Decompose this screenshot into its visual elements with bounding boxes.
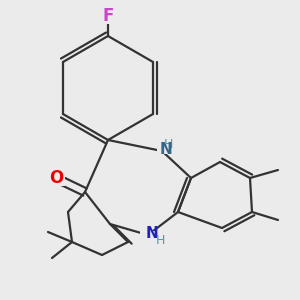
Text: F: F [102, 7, 114, 25]
FancyBboxPatch shape [100, 8, 116, 24]
FancyBboxPatch shape [157, 138, 183, 154]
Text: N: N [146, 226, 159, 242]
Text: N: N [160, 142, 173, 157]
Text: O: O [49, 169, 63, 187]
Text: H: H [156, 233, 165, 247]
Text: H: H [164, 137, 173, 151]
FancyBboxPatch shape [140, 231, 168, 249]
FancyBboxPatch shape [47, 170, 65, 186]
